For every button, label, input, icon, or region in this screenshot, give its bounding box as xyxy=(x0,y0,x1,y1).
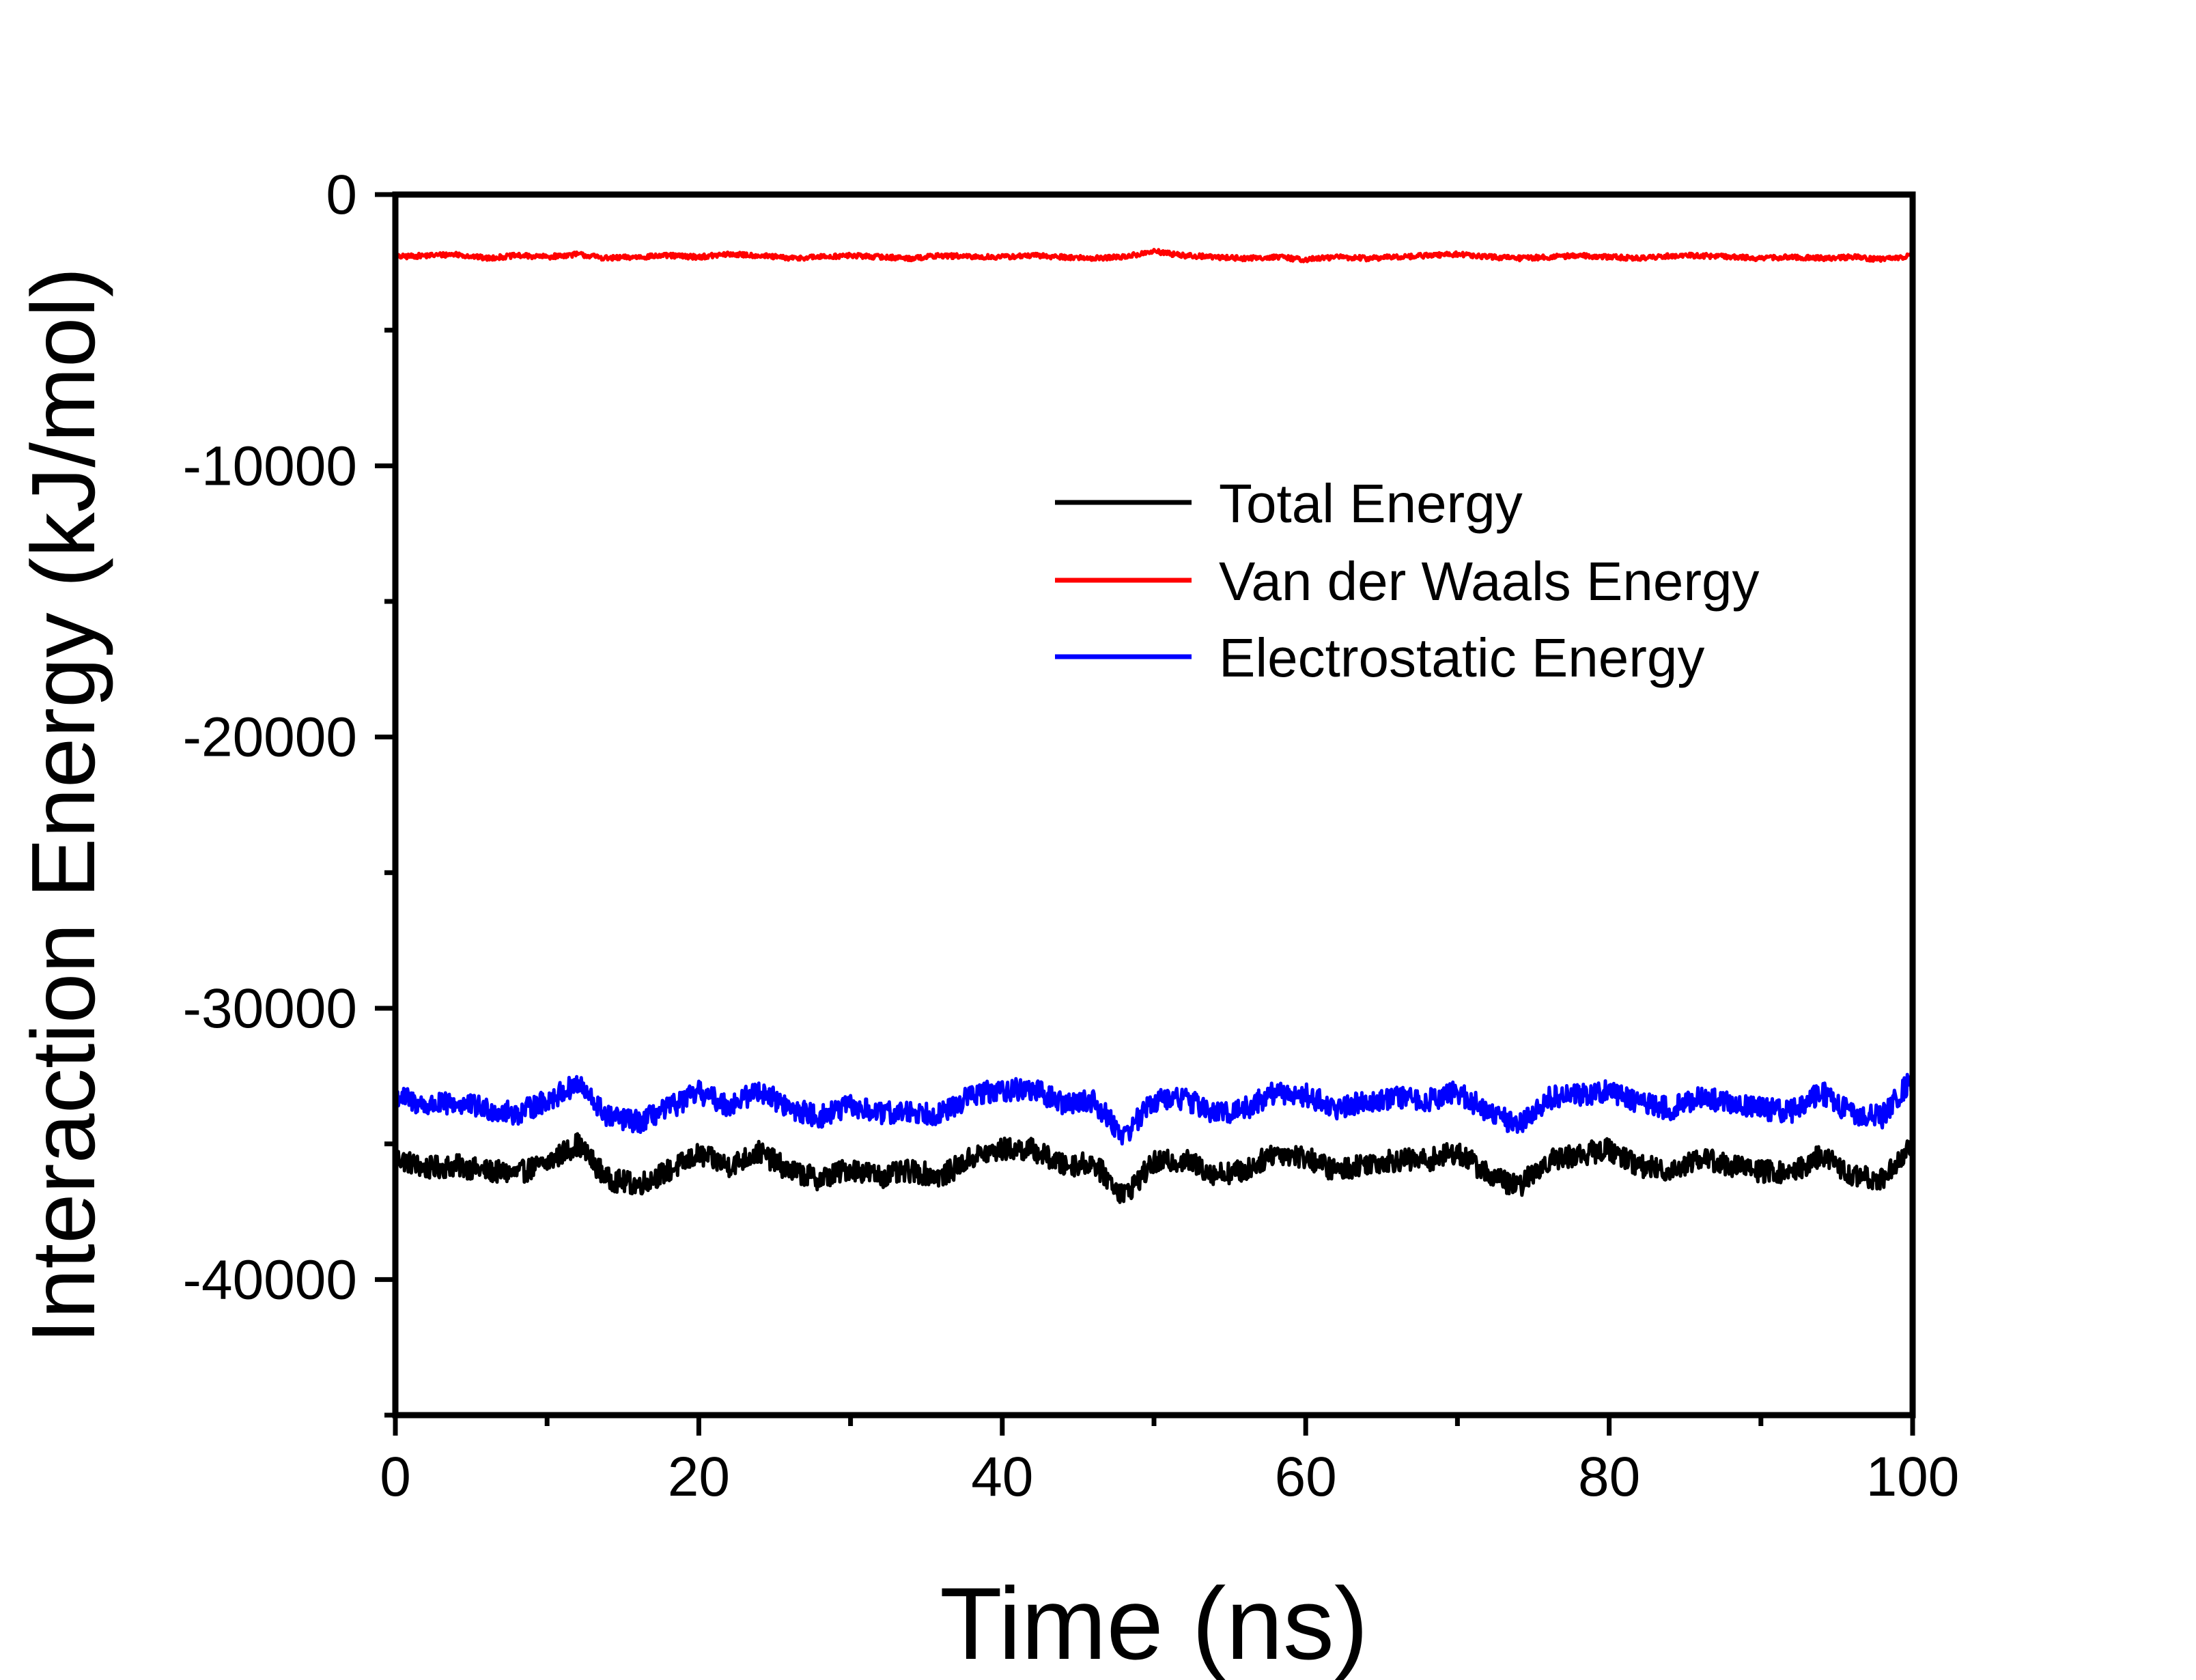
y-tick-label: -40000 xyxy=(183,1249,357,1311)
y-tick-label: -30000 xyxy=(183,978,357,1040)
x-axis-title: Time (ns) xyxy=(940,1566,1368,1680)
x-tick-label: 100 xyxy=(1866,1446,1960,1508)
y-tick-label: -20000 xyxy=(183,707,357,769)
y-tick-label: 0 xyxy=(326,164,357,226)
x-tick-label: 80 xyxy=(1578,1446,1640,1508)
legend-label-van-der-waals-energy: Van der Waals Energy xyxy=(1219,551,1759,612)
x-tick-label: 0 xyxy=(380,1446,411,1508)
x-tick-label: 40 xyxy=(971,1446,1033,1508)
axis-ticks: 0 20 40 60 80 100 0 -10000 -20000 -30000 -40000 xyxy=(183,164,1960,1508)
x-tick-label: 60 xyxy=(1275,1446,1337,1508)
y-axis-title: Interaction Energy (kJ/mol) xyxy=(13,267,113,1343)
legend-label-total-energy: Total Energy xyxy=(1219,473,1523,534)
series-line-electrostatic-energy xyxy=(394,1072,1915,1145)
legend: Total Energy Van der Waals Energy Electr… xyxy=(1055,473,1759,688)
x-tick-label: 20 xyxy=(668,1446,730,1508)
y-tick-label: -10000 xyxy=(183,435,357,497)
legend-label-electrostatic-energy: Electrostatic Energy xyxy=(1219,627,1704,688)
plot-series xyxy=(393,248,1915,1204)
series-line-van-der-waals-energy xyxy=(393,248,1914,264)
series-line-total-energy xyxy=(393,1132,1915,1204)
